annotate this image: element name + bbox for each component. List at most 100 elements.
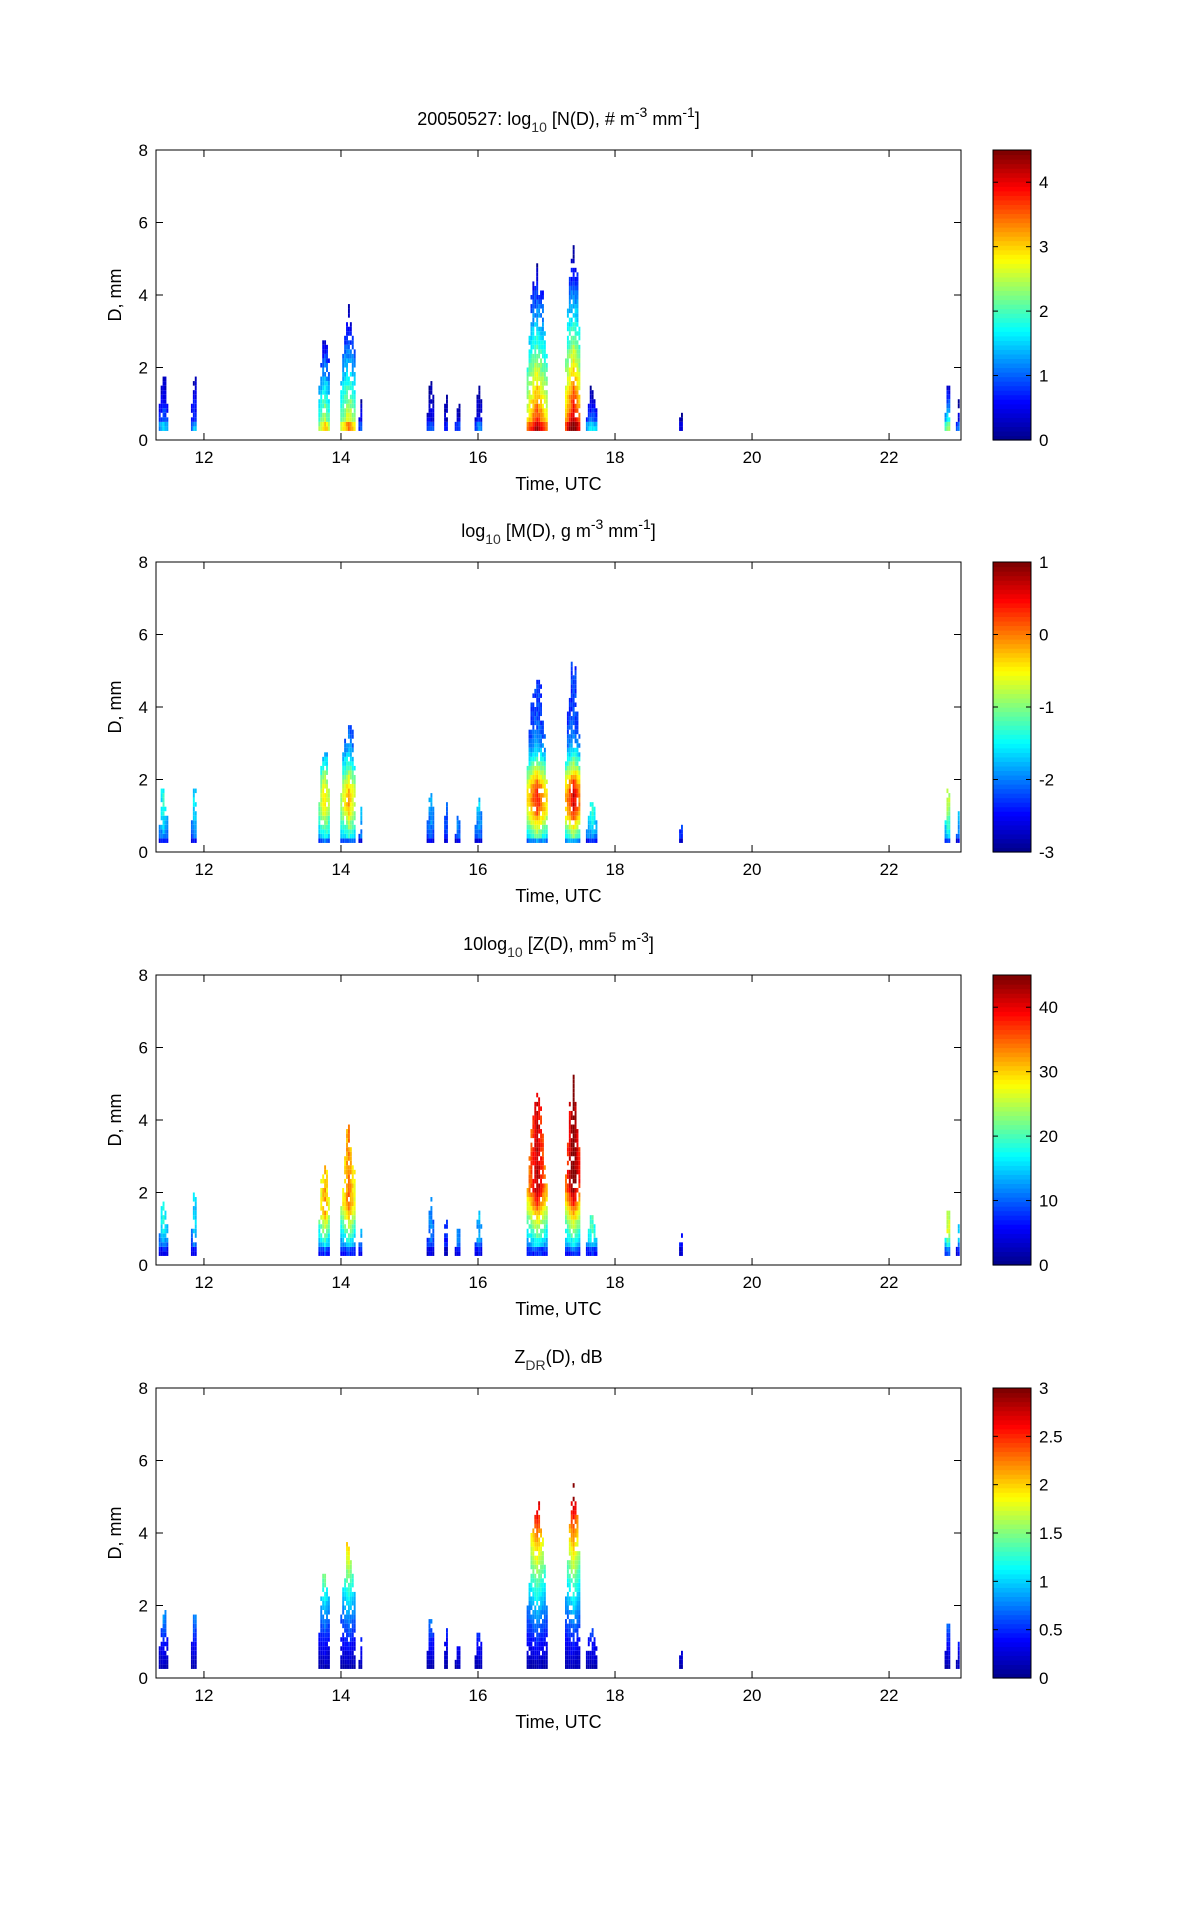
heatmap-cell	[589, 833, 592, 839]
heatmap-cell	[347, 793, 350, 798]
heatmap-cell	[536, 765, 539, 771]
colorbar-segment	[993, 1419, 1031, 1425]
heatmap-cell	[572, 833, 575, 839]
heatmap-cell	[320, 765, 323, 771]
heatmap-cell	[587, 1233, 590, 1238]
heatmap-cell	[536, 417, 539, 422]
heatmap-cell	[566, 1242, 569, 1247]
heatmap-cell	[589, 1242, 592, 1247]
heatmap-cell	[532, 421, 535, 427]
heatmap-cell	[322, 1641, 325, 1647]
heatmap-cell	[565, 358, 567, 363]
heatmap-cell	[540, 779, 542, 785]
colorbar-segment	[993, 231, 1031, 237]
heatmap-cell	[574, 1237, 577, 1243]
heatmap-cell	[478, 403, 481, 409]
heatmap-cell	[190, 833, 193, 839]
heatmap-cell	[574, 1578, 577, 1583]
heatmap-cell	[166, 1228, 169, 1234]
heatmap-cell	[430, 833, 433, 839]
colorbar-segment	[993, 222, 1031, 228]
heatmap-cell	[957, 1237, 960, 1243]
heatmap-cell	[532, 362, 535, 368]
heatmap-cell	[565, 412, 567, 418]
colorbar-segment	[993, 1178, 1031, 1185]
heatmap-cell	[570, 403, 573, 409]
heatmap-cell	[446, 820, 448, 825]
heatmap-cell	[194, 1219, 197, 1225]
y-tick-label: 0	[139, 431, 148, 450]
heatmap-cell	[478, 838, 481, 843]
heatmap-cell	[536, 797, 539, 803]
heatmap-cell	[574, 1573, 577, 1579]
heatmap-cell	[194, 1659, 197, 1665]
heatmap-cell	[538, 421, 541, 427]
heatmap-cell	[944, 838, 947, 843]
heatmap-cell	[428, 1623, 431, 1629]
heatmap-cell	[944, 1237, 947, 1243]
heatmap-cell	[565, 1646, 567, 1651]
heatmap-cell	[347, 1215, 350, 1220]
heatmap-cell	[432, 1650, 435, 1656]
heatmap-cell	[327, 1650, 330, 1656]
heatmap-cell	[572, 784, 575, 789]
heatmap-cell	[478, 815, 481, 821]
heatmap-cell	[351, 1600, 354, 1606]
heatmap-cell	[540, 1237, 542, 1243]
heatmap-cell	[538, 693, 541, 698]
heatmap-cell	[545, 824, 548, 830]
heatmap-cell	[534, 756, 537, 762]
heatmap-cell	[346, 1210, 348, 1216]
heatmap-cell	[347, 747, 350, 753]
colorbar-segment	[993, 258, 1031, 264]
heatmap-cell	[327, 408, 330, 413]
heatmap-cell	[327, 403, 330, 409]
heatmap-cell	[320, 838, 323, 843]
heatmap-cell	[528, 1659, 531, 1665]
heatmap-cell	[543, 426, 546, 431]
heatmap-cell	[957, 1650, 960, 1656]
heatmap-cell	[164, 1242, 167, 1247]
title-prefix: Z	[514, 1347, 525, 1367]
heatmap-cell	[320, 833, 323, 839]
heatmap-cell	[480, 1659, 483, 1665]
heatmap-cell	[349, 1206, 352, 1211]
heatmap-cell	[543, 1246, 546, 1252]
colorbar-segment	[993, 267, 1031, 273]
heatmap-cell	[536, 1546, 539, 1552]
heatmap-cell	[591, 1215, 594, 1220]
heatmap-cell	[595, 820, 598, 825]
heatmap-cell	[574, 1614, 577, 1620]
heatmap-cell	[578, 1156, 581, 1161]
heatmap-cell	[540, 1610, 542, 1615]
heatmap-cell	[340, 403, 343, 409]
colorbar-segment	[993, 1097, 1031, 1103]
heatmap-cell	[347, 399, 350, 404]
heatmap-cell	[158, 829, 161, 834]
heatmap-cell	[566, 838, 569, 843]
heatmap-cell	[351, 743, 354, 748]
heatmap-cell	[444, 421, 447, 427]
heatmap-cell	[480, 829, 483, 834]
heatmap-cell	[532, 381, 535, 386]
heatmap-cell	[351, 1201, 354, 1207]
heatmap-cell	[160, 426, 163, 431]
heatmap-cell	[572, 1510, 575, 1515]
heatmap-cell	[194, 426, 197, 431]
heatmap-cell	[572, 1237, 575, 1243]
heatmap-cell	[570, 815, 573, 821]
heatmap-cell	[164, 1641, 167, 1647]
heatmap-cell	[578, 372, 581, 377]
heatmap-cell	[347, 1147, 350, 1152]
heatmap-cell	[570, 838, 573, 843]
heatmap-cell	[318, 1246, 321, 1252]
heatmap-cell	[534, 1655, 537, 1660]
heatmap-cell	[349, 1251, 352, 1256]
heatmap-cell	[346, 806, 348, 812]
heatmap-cell	[572, 675, 575, 680]
heatmap-cell	[570, 688, 573, 694]
heatmap-cell	[576, 276, 579, 282]
colorbar-segment	[993, 747, 1031, 753]
heatmap-cell	[570, 765, 573, 771]
heatmap-cell	[480, 1224, 483, 1229]
